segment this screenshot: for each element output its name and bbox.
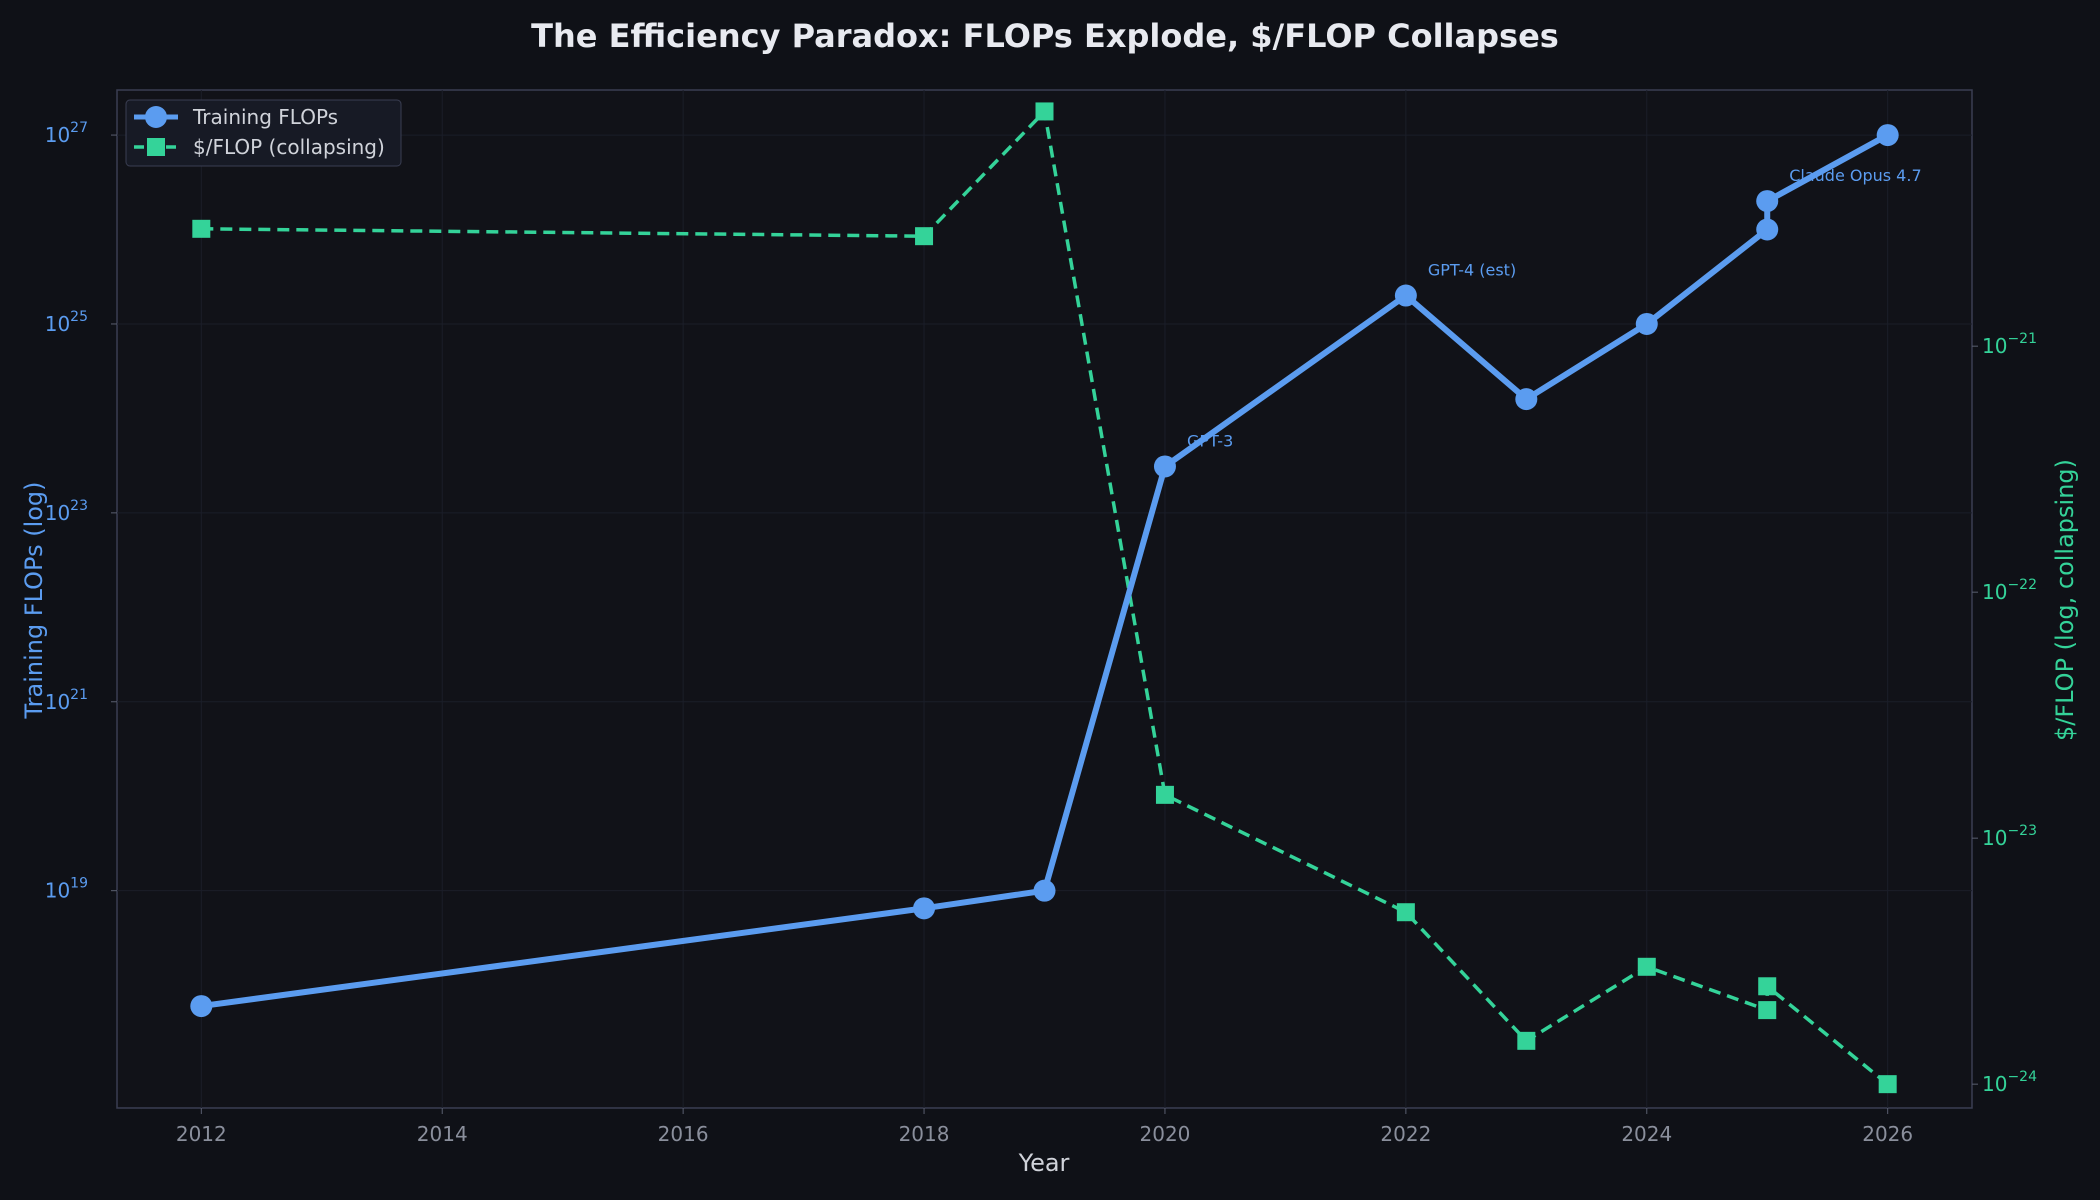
y-right-tick-label: 10−21: [1982, 331, 2037, 358]
x-tick-label: 2014: [417, 1122, 468, 1146]
axis-ticks: 2012 2014 2016 2018 2020 2022 2024 2026 1019 1021…: [45, 120, 2037, 1146]
series-layer: [190, 102, 1899, 1094]
x-tick-label: 2018: [899, 1122, 950, 1146]
cost-point: [1155, 785, 1174, 804]
y-left-tick-label: 1023: [45, 498, 88, 525]
flops-point: [1635, 312, 1658, 335]
y-right-tick-label: 10−22: [1982, 577, 2037, 604]
cost-point: [1637, 957, 1656, 976]
flops-point: [1394, 284, 1417, 307]
annotation-label: Claude Opus 4.7: [1789, 166, 1921, 185]
y-right-tick-label: 10−23: [1982, 823, 2037, 850]
cost-point: [1758, 977, 1777, 996]
flops-series-line: [200, 132, 1890, 1010]
x-tick-label: 2024: [1621, 1122, 1672, 1146]
y-left-tick-label: 1027: [45, 120, 88, 147]
flops-point: [1153, 455, 1176, 478]
cost-point: [1758, 1001, 1777, 1020]
y-axis-left-label: Training FLOPs (log): [20, 481, 48, 719]
legend-flops-label: Training FLOPs: [192, 105, 338, 129]
x-tick-label: 2016: [658, 1122, 709, 1146]
y-axis-right-label: $/FLOP (log, collapsing): [2051, 459, 2079, 741]
flops-point: [1515, 388, 1538, 411]
y-left-tick-label: 1019: [45, 876, 88, 903]
annotation-label: GPT-3: [1187, 431, 1233, 450]
cost-point: [1035, 102, 1054, 121]
x-tick-label: 2020: [1140, 1122, 1191, 1146]
annotation-label: GPT-4 (est): [1428, 261, 1516, 280]
legend: Training FLOPs $/FLOP (collapsing): [125, 99, 402, 167]
y-left-tick-label: 1025: [45, 309, 88, 336]
legend-box: [125, 99, 402, 167]
cost-point: [1878, 1075, 1897, 1094]
y-left-tick-label: 1021: [45, 687, 88, 714]
cost-point: [915, 227, 934, 246]
x-tick-label: 2012: [176, 1122, 227, 1146]
cost-point: [1396, 903, 1415, 922]
plot-area: [116, 89, 1973, 1109]
legend-flops-marker: [145, 106, 167, 128]
grid: [117, 90, 1972, 1108]
legend-cost-marker: [147, 138, 165, 156]
flops-point: [1876, 124, 1899, 147]
x-axis-label: Year: [1018, 1149, 1070, 1177]
x-tick-label: 2026: [1862, 1122, 1913, 1146]
flops-point: [913, 897, 936, 920]
flops-point: [190, 995, 213, 1018]
flops-point: [1756, 190, 1779, 213]
cost-point: [192, 219, 211, 238]
cost-series-line: [201, 109, 1889, 1086]
flops-point: [1756, 218, 1779, 241]
chart-title: The Efficiency Paradox: FLOPs Explode, $…: [531, 17, 1559, 55]
annotations: GPT-3 GPT-4 (est) Claude Opus 4.7: [1187, 166, 1922, 450]
flops-point: [1033, 879, 1056, 902]
legend-cost-label: $/FLOP (collapsing): [193, 135, 385, 159]
cost-point: [1517, 1031, 1536, 1050]
x-tick-label: 2022: [1380, 1122, 1431, 1146]
y-right-tick-label: 10−24: [1982, 1069, 2037, 1096]
